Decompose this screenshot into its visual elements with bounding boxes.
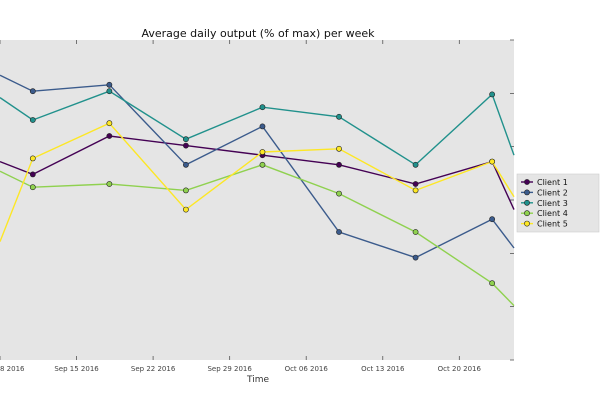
series-3 xyxy=(0,88,515,168)
data-point xyxy=(106,133,113,139)
legend-label: Client 1 xyxy=(537,178,568,187)
data-point xyxy=(183,206,189,213)
y-axis-ticks xyxy=(510,39,514,361)
legend-item: Client 4 xyxy=(521,209,568,218)
data-point xyxy=(183,187,189,194)
legend-marker xyxy=(524,179,530,185)
data-point xyxy=(259,123,266,130)
data-point xyxy=(106,181,113,187)
x-tick-label: Sep 29 2016 xyxy=(207,365,252,373)
x-axis: 8 2016 Sep 15 2016 Sep 22 2016 Sep 29 2016 O… xyxy=(0,40,481,373)
x-tick-label: Sep 15 2016 xyxy=(54,365,99,373)
series-5 xyxy=(0,120,515,242)
legend-label: Client 3 xyxy=(537,199,568,208)
legend-marker xyxy=(524,189,530,196)
data-point xyxy=(489,280,496,287)
data-point xyxy=(412,229,419,235)
data-point xyxy=(412,187,419,194)
data-point xyxy=(183,161,189,168)
data-point xyxy=(29,155,36,162)
data-point xyxy=(412,181,419,187)
x-tick-label: Sep 22 2016 xyxy=(131,365,176,373)
data-point xyxy=(336,145,342,152)
data-point xyxy=(183,142,189,149)
legend-label: Client 5 xyxy=(537,220,568,229)
legend-label: Client 4 xyxy=(537,209,568,218)
legend-marker xyxy=(524,199,530,206)
data-point xyxy=(489,216,496,223)
data-point xyxy=(259,104,266,111)
data-point xyxy=(106,81,113,88)
legend-item: Client 1 xyxy=(521,178,568,187)
data-point xyxy=(412,254,419,261)
data-point xyxy=(29,171,36,178)
legend-label: Client 2 xyxy=(537,188,568,197)
chart-title: Average daily output (% of max) per week xyxy=(141,27,375,40)
legend-item: Client 3 xyxy=(521,199,568,208)
data-point xyxy=(336,113,342,120)
data-point xyxy=(29,88,36,95)
data-point xyxy=(106,120,113,127)
x-tick-label: Oct 06 2016 xyxy=(285,365,329,373)
data-point xyxy=(29,117,36,123)
x-tick-label: Oct 20 2016 xyxy=(438,365,482,373)
data-point xyxy=(336,190,342,197)
legend-item: Client 5 xyxy=(521,220,568,229)
data-point xyxy=(489,158,496,165)
legend-marker xyxy=(524,210,530,217)
x-tick-label: Oct 13 2016 xyxy=(361,365,405,373)
series-2 xyxy=(0,74,515,261)
data-point xyxy=(259,161,266,168)
series-layer xyxy=(0,74,515,307)
legend-item: Client 2 xyxy=(521,188,568,197)
x-tick-label: 8 2016 xyxy=(0,365,25,373)
x-axis-label: Time xyxy=(246,375,269,385)
data-point xyxy=(489,91,496,98)
data-point xyxy=(412,161,419,168)
series-4 xyxy=(0,161,515,307)
data-point xyxy=(106,88,113,95)
data-point xyxy=(259,149,266,155)
data-point xyxy=(336,229,342,235)
data-point xyxy=(183,136,189,143)
legend-marker xyxy=(524,220,530,227)
plot-area xyxy=(0,40,514,360)
data-point xyxy=(29,184,36,191)
data-point xyxy=(336,161,342,168)
